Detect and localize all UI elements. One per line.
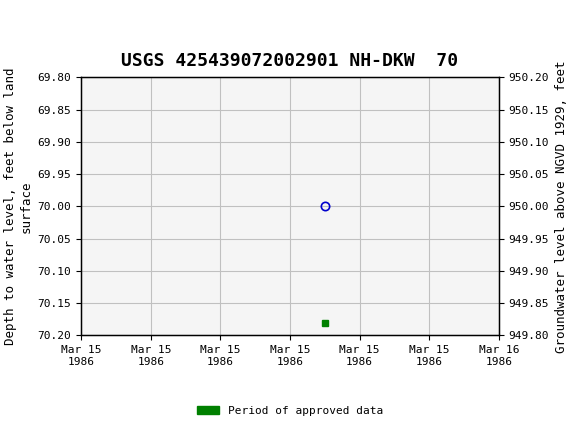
Text: ▒USGS: ▒USGS [12,15,70,37]
Title: USGS 425439072002901 NH-DKW  70: USGS 425439072002901 NH-DKW 70 [121,52,459,70]
Y-axis label: Groundwater level above NGVD 1929, feet: Groundwater level above NGVD 1929, feet [554,60,568,353]
Legend: Period of approved data: Period of approved data [193,401,387,420]
Y-axis label: Depth to water level, feet below land
surface: Depth to water level, feet below land su… [4,68,32,345]
